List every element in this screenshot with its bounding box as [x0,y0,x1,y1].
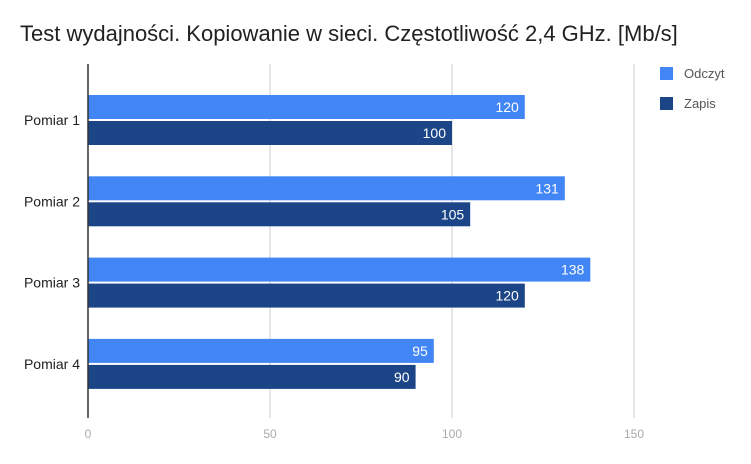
legend-swatch-odczyt [660,67,673,80]
data-label: 120 [495,288,519,304]
x-tick-label: 0 [85,427,92,441]
legend-label-odczyt: Odczyt [684,66,725,81]
category-label: Pomiar 4 [24,356,80,372]
axis: 0 50 100 150 Pomiar 1 Pomiar 2 Pomiar 3 Pomiar … [24,64,644,441]
data-label: 100 [423,125,447,141]
bar-odczyt-4 [88,338,434,363]
data-label: 95 [412,343,428,359]
bar-odczyt-1 [88,95,525,119]
data-label: 120 [495,99,519,115]
category-label: Pomiar 3 [24,275,80,291]
bar-odczyt-2 [88,176,565,201]
category-label: Pomiar 2 [24,193,80,209]
data-label: 105 [441,206,465,222]
data-label: 138 [561,262,585,278]
chart-title: Test wydajności. Kopiowanie w sieci. Czę… [20,21,678,46]
bar-zapis-4 [88,364,416,389]
legend-swatch-zapis [660,97,673,110]
bar-zapis-3 [88,283,525,308]
x-tick-label: 50 [263,427,277,441]
legend-label-zapis: Zapis [684,96,716,111]
category-label: Pomiar 1 [24,112,80,128]
data-label: 90 [394,369,410,385]
data-label: 131 [535,180,559,196]
bar-odczyt-3 [88,257,591,282]
bar-zapis-2 [88,202,471,227]
bar-zapis-1 [88,121,452,145]
legend: Odczyt Zapis [660,66,725,111]
x-tick-label: 100 [442,427,462,441]
x-tick-label: 150 [624,427,644,441]
